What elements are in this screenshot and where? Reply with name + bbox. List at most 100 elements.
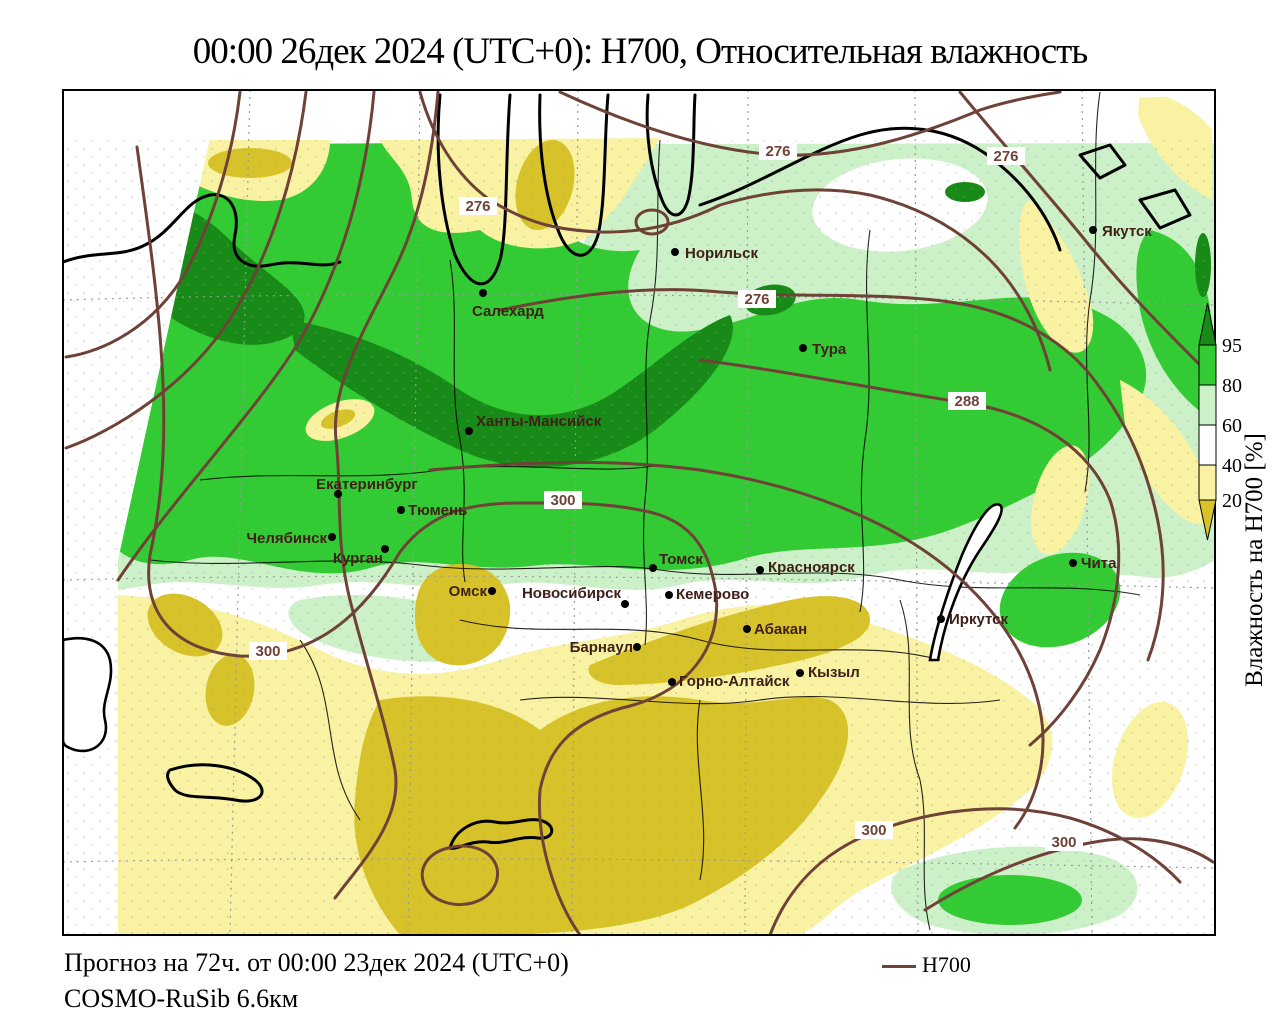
contour-value-label: 300: [550, 492, 575, 509]
city-marker: Кызыл: [796, 664, 860, 681]
colorbar-tick-label: 80: [1222, 375, 1242, 397]
city-marker: Ханты-Мансийск: [465, 413, 602, 435]
city-dot: [756, 566, 764, 574]
colorbar-tick-label: 40: [1222, 455, 1242, 477]
city-label: Салехард: [472, 303, 544, 320]
city-dot: [1089, 226, 1097, 234]
city-label: Ханты-Мансийск: [476, 413, 602, 430]
h700-line-sample: [882, 965, 916, 969]
city-dot: [799, 344, 807, 352]
city-label: Тура: [812, 341, 847, 358]
model-caption: COSMO-RuSib 6.6км: [64, 984, 299, 1013]
city-marker: Тура: [799, 341, 847, 358]
lake-baikal: [928, 503, 1003, 662]
city-marker: Барнаул: [570, 639, 641, 656]
colorbar-tick-label: 60: [1222, 415, 1242, 437]
contour-value-label: 300: [861, 822, 886, 839]
city-dot: [937, 615, 945, 623]
city-label: Иркутск: [949, 611, 1008, 628]
page-title: 00:00 26дек 2024 (UTC+0): H700, Относите…: [192, 31, 1088, 72]
contour-value-label: 276: [465, 198, 490, 215]
city-dot: [334, 490, 342, 498]
city-label: Якутск: [1102, 223, 1152, 240]
city-label: Кызыл: [808, 664, 860, 681]
colorbar-tick-label: 95: [1222, 335, 1242, 357]
contour-label-box: [948, 392, 986, 410]
city-label: Кемерово: [676, 586, 749, 603]
contour-value-label: 288: [954, 393, 979, 410]
coastlines: [63, 93, 1192, 850]
map-layers: 276 276 276 276 288 300 300 300 300 Салехард Нори…: [63, 90, 1215, 935]
city-marker: Челябинск: [246, 530, 336, 547]
city-label: Абакан: [754, 621, 807, 638]
city-dot: [668, 678, 676, 686]
city-marker: Салехард: [472, 289, 544, 320]
contour-label-box: [459, 197, 497, 215]
city-label: Новосибирск: [522, 585, 622, 602]
lake-balkhash: [166, 763, 264, 803]
legend-label: H700: [922, 952, 971, 977]
contour-label-box: [249, 642, 287, 660]
contour-legend: H700: [882, 952, 971, 978]
contour-value-label: 276: [744, 291, 769, 308]
city-marker: Горно-Алтайск: [668, 673, 790, 690]
city-layer: Салехард Норильск Тура Якутск Ханты-Мансийск…: [246, 223, 1152, 690]
contour-label-box: [544, 491, 582, 509]
city-dot: [796, 669, 804, 677]
contour-label-box: [987, 147, 1025, 165]
city-dot: [671, 248, 679, 256]
contour-value-label: 300: [255, 643, 280, 660]
contour-label-box: [738, 290, 776, 308]
city-marker: Екатеринбург: [316, 476, 418, 498]
colorbar-segment: [1198, 384, 1217, 426]
city-dot: [479, 289, 487, 297]
city-label: Екатеринбург: [316, 476, 418, 493]
city-label: Томск: [659, 551, 703, 568]
contour-label-box: [759, 142, 797, 160]
colorbar-tick-label: 20: [1222, 490, 1242, 512]
contour-label-box: [855, 821, 893, 839]
city-label: Горно-Алтайск: [679, 673, 790, 690]
contour-label-box: [1045, 833, 1083, 851]
map-frame: [62, 89, 1216, 936]
city-marker: Иркутск: [937, 611, 1008, 628]
city-dot: [397, 506, 405, 514]
city-dot: [743, 625, 751, 633]
city-label: Курган: [333, 550, 383, 567]
speckle-overlay: [63, 140, 1215, 935]
city-dot: [488, 587, 496, 595]
city-dot: [633, 643, 641, 651]
city-marker: Кемерово: [665, 586, 749, 603]
city-marker: Абакан: [743, 621, 807, 638]
city-marker: Чита: [1069, 555, 1117, 572]
city-dot: [465, 427, 473, 435]
city-label: Чита: [1081, 555, 1117, 572]
city-label: Красноярск: [768, 559, 855, 576]
city-marker: Красноярск: [756, 559, 855, 576]
colorbar-segment: [1198, 344, 1217, 386]
contour-value-label: 276: [993, 148, 1018, 165]
city-marker: Курган: [333, 545, 389, 567]
colorbar-segment: [1198, 424, 1217, 466]
city-marker: Новосибирск: [522, 585, 629, 608]
city-label: Омск: [449, 583, 488, 600]
city-dot: [621, 600, 629, 608]
lake-zaysan: [448, 818, 554, 850]
forecast-caption: Прогноз на 72ч. от 00:00 23дек 2024 (UTC…: [64, 948, 569, 977]
lake-west: [63, 636, 113, 753]
city-dot: [328, 533, 336, 541]
contour-label-layer: 276 276 276 276 288 300 300 300 300: [249, 142, 1083, 851]
contour-value-label: 276: [765, 143, 790, 160]
colorbar-title: Влажность на H700 [%]: [1241, 433, 1268, 687]
city-dot: [1069, 559, 1077, 567]
city-dot: [665, 591, 673, 599]
city-dot: [381, 545, 389, 553]
city-marker: Томск: [649, 551, 703, 572]
city-marker: Тюмень: [397, 502, 467, 519]
colorbar-segment: [1198, 464, 1217, 501]
city-label: Барнаул: [570, 639, 633, 656]
colorbar-bottom-arrow: [1198, 499, 1217, 541]
city-label: Тюмень: [408, 502, 467, 519]
city-marker: Якутск: [1089, 223, 1152, 240]
